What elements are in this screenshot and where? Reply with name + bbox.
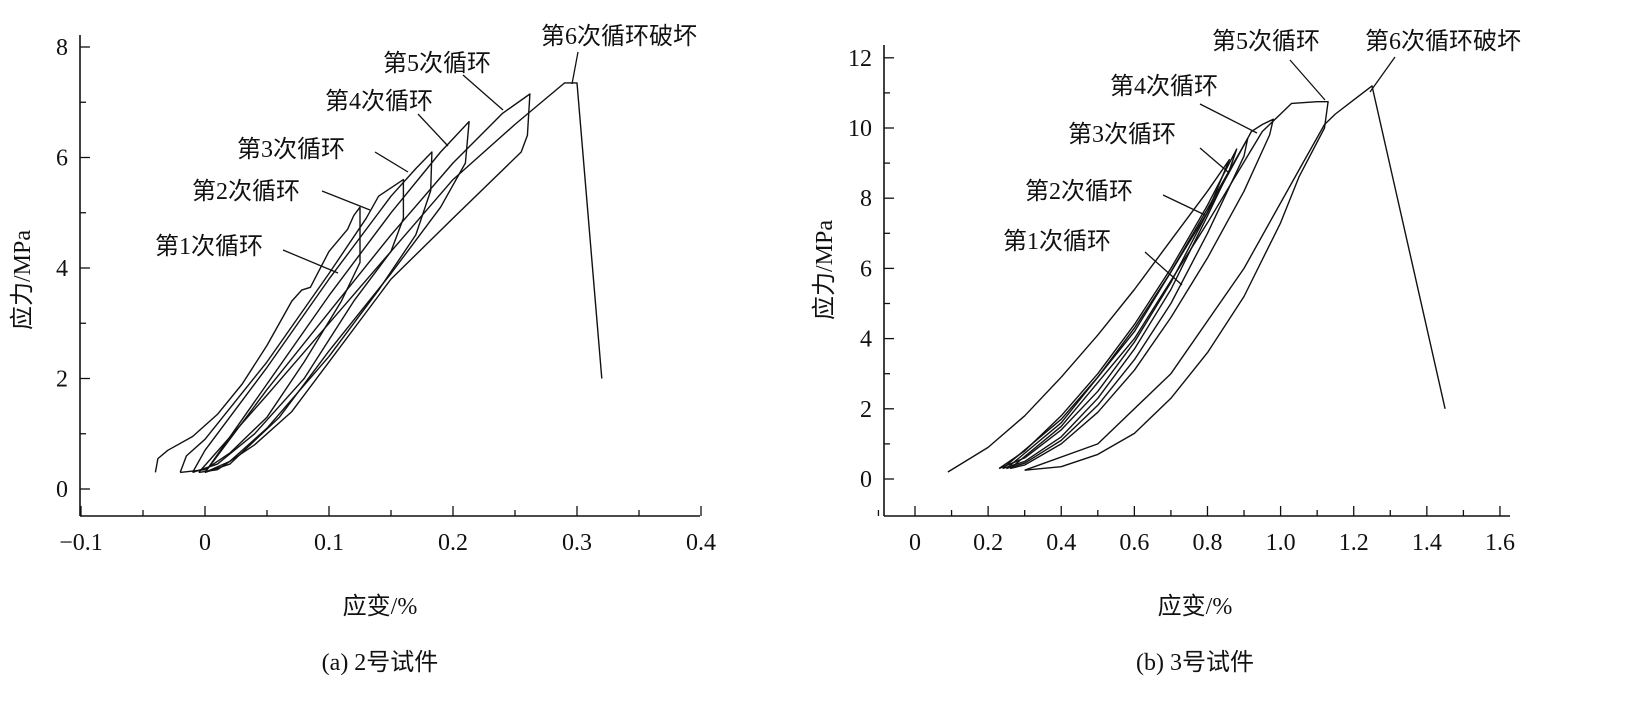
leader-line-a-5 bbox=[462, 74, 504, 111]
x-tick-label-b: 1.0 bbox=[1266, 530, 1296, 556]
series-line-a-5 bbox=[198, 93, 531, 474]
x-tick-label-a: 0.4 bbox=[686, 530, 716, 556]
leader-line-a-1 bbox=[282, 249, 339, 274]
chart-title-b: (b) 3号试件 bbox=[1136, 649, 1254, 676]
annotation-b-4: 第4次循环 bbox=[1110, 73, 1218, 100]
series-line-b-3 bbox=[1002, 137, 1249, 470]
x-tick-label-b: 0 bbox=[909, 530, 921, 556]
x-tick-label-b: 0.8 bbox=[1192, 530, 1222, 556]
leader-line-b-5 bbox=[1289, 59, 1326, 101]
y-tick-label-b: 8 bbox=[860, 186, 872, 212]
annotation-b-1: 第1次循环 bbox=[1003, 228, 1111, 255]
leader-line-a-6 bbox=[571, 51, 579, 85]
y-tick-label-b: 12 bbox=[848, 46, 872, 72]
x-tick-label-b: 1.6 bbox=[1485, 530, 1515, 556]
chart-panel-a: (a) 2号试件 应变/% 应力/MPa 第1次循环 第2次循环 第3次循环 第… bbox=[9, 23, 716, 676]
x-tick-label-a: 0.2 bbox=[438, 530, 468, 556]
y-tick-label-b: 4 bbox=[860, 327, 872, 353]
x-tick-label-a: 0.1 bbox=[314, 530, 344, 556]
annotation-b-6: 第6次循环破坏 bbox=[1365, 28, 1521, 55]
leader-line-b-4 bbox=[1199, 103, 1258, 134]
x-axis-label-b: 应变/% bbox=[1158, 593, 1233, 620]
annotation-a-1: 第1次循环 bbox=[155, 233, 263, 260]
leader-line-a-2 bbox=[321, 190, 371, 211]
y-tick-label-b: 10 bbox=[848, 116, 872, 142]
y-tick-label-a: 8 bbox=[56, 35, 68, 61]
series-line-b-4 bbox=[1005, 118, 1275, 470]
y-tick-label-a: 2 bbox=[56, 367, 68, 393]
leader-line-a-4 bbox=[417, 113, 449, 147]
y-tick-label-a: 0 bbox=[56, 477, 68, 503]
leader-line-b-6 bbox=[1369, 56, 1396, 93]
x-tick-label-a: 0 bbox=[199, 530, 211, 556]
x-tick-label-a: −0.1 bbox=[59, 530, 103, 556]
series-line-b-5 bbox=[1009, 100, 1329, 471]
series-line-b-2 bbox=[998, 148, 1238, 470]
series-line-a-2 bbox=[179, 178, 405, 474]
x-tick-label-b: 1.4 bbox=[1412, 530, 1442, 556]
series-line-b-6 bbox=[1024, 85, 1446, 471]
y-tick-label-b: 0 bbox=[860, 467, 872, 493]
chart-title-a: (a) 2号试件 bbox=[322, 649, 439, 676]
y-tick-label-a: 4 bbox=[56, 256, 68, 282]
x-tick-label-b: 0.4 bbox=[1046, 530, 1076, 556]
annotation-a-6: 第6次循环破坏 bbox=[541, 23, 697, 50]
series-line-a-3 bbox=[191, 151, 433, 474]
y-tick-label-b: 2 bbox=[860, 397, 872, 423]
series-line-a-6 bbox=[198, 82, 603, 473]
x-tick-label-a: 0.3 bbox=[562, 530, 592, 556]
leader-line-b-2 bbox=[1162, 194, 1206, 216]
annotation-a-4: 第4次循环 bbox=[325, 88, 433, 115]
series-line-a-4 bbox=[204, 120, 470, 474]
y-axis-label-a: 应力/MPa bbox=[9, 230, 36, 330]
x-tick-label-b: 0.2 bbox=[973, 530, 1003, 556]
annotation-a-3: 第3次循环 bbox=[237, 136, 345, 163]
x-tick-label-b: 1.2 bbox=[1339, 530, 1369, 556]
annotation-b-3: 第3次循环 bbox=[1068, 121, 1176, 148]
annotation-b-5: 第5次循环 bbox=[1212, 28, 1320, 55]
chart-panel-b: (b) 3号试件 应变/% 应力/MPa 第1次循环 第2次循环 第3次循环 第… bbox=[811, 28, 1521, 676]
x-axis-label-a: 应变/% bbox=[343, 593, 418, 620]
series-line-a-1 bbox=[154, 206, 361, 474]
leader-line-a-3 bbox=[374, 151, 409, 173]
series-line-b-1 bbox=[947, 158, 1231, 473]
annotation-a-5: 第5次循环 bbox=[383, 50, 491, 77]
annotation-a-2: 第2次循环 bbox=[192, 178, 300, 205]
y-tick-label-b: 6 bbox=[860, 256, 872, 282]
y-axis-label-b: 应力/MPa bbox=[811, 220, 838, 320]
y-tick-label-a: 6 bbox=[56, 146, 68, 172]
annotation-b-2: 第2次循环 bbox=[1025, 178, 1133, 205]
x-tick-label-b: 0.6 bbox=[1119, 530, 1149, 556]
